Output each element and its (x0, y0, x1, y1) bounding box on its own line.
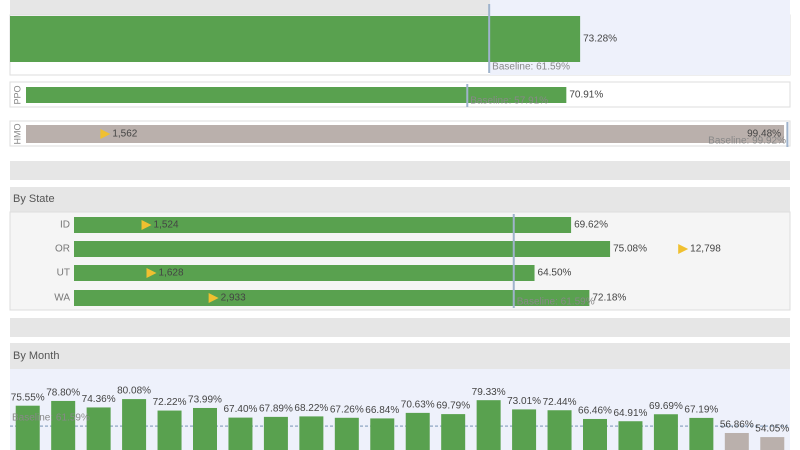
value-label: 68.22% (294, 403, 328, 414)
bar (26, 125, 785, 143)
count-marker (678, 244, 689, 254)
baseline-label: Baseline: 61.59% (517, 297, 595, 308)
bar (512, 409, 537, 450)
category-label: ID (60, 220, 70, 231)
value-label: 67.89% (259, 404, 293, 415)
section-title: By State (13, 193, 55, 205)
bar (724, 432, 749, 450)
value-label: 67.26% (330, 404, 364, 415)
value-label: 72.44% (543, 397, 577, 408)
value-label: 64.91% (613, 408, 647, 419)
section-title: By Month (13, 350, 59, 362)
value-label: 72.18% (592, 293, 626, 304)
count-label: 1,562 (112, 129, 137, 140)
bar (74, 265, 535, 281)
baseline-label: Baseline: 61.59% (492, 62, 570, 73)
panel-header (10, 343, 790, 369)
bar (74, 217, 572, 233)
value-label: 54.05% (755, 424, 789, 435)
bar (157, 410, 182, 450)
bar (263, 416, 288, 450)
value-label: 66.46% (578, 406, 612, 417)
baseline-label: Baseline: 61.59% (12, 413, 90, 424)
value-label: 70.91% (569, 90, 603, 101)
value-label: 73.01% (507, 396, 541, 407)
value-label: 69.62% (574, 220, 608, 231)
value-label: 78.80% (46, 388, 80, 399)
value-label: 64.50% (538, 268, 572, 279)
count-label: 1,628 (158, 268, 183, 279)
value-label: 69.69% (649, 401, 683, 412)
count-label: 12,798 (690, 244, 721, 255)
bar (26, 87, 567, 103)
bar (228, 417, 253, 450)
value-label: 99.48% (747, 129, 781, 140)
bar (653, 414, 678, 450)
bar (405, 412, 430, 450)
value-label: 73.28% (583, 34, 617, 45)
value-label: 75.08% (613, 244, 647, 255)
value-label: 66.84% (365, 405, 399, 416)
bar (618, 421, 643, 450)
bar (334, 417, 359, 450)
baseline-label: Baseline: 99.92% (708, 136, 786, 147)
count-marker (208, 293, 219, 303)
baseline-label: Baseline: 57.91% (470, 96, 548, 107)
bar (74, 290, 590, 306)
category-label: PPO (12, 85, 22, 104)
value-label: 72.22% (153, 397, 187, 408)
count-marker (146, 268, 157, 278)
count-label: 1,524 (154, 220, 179, 231)
value-label: 70.63% (401, 400, 435, 411)
category-label: OR (55, 244, 70, 255)
bar (583, 418, 607, 450)
value-label: 73.99% (188, 395, 222, 406)
panel-header (10, 187, 790, 212)
category-label: HMO (12, 124, 22, 145)
spacer (10, 318, 790, 337)
bar (689, 417, 714, 450)
category-label: UT (57, 268, 70, 279)
spacer (10, 161, 790, 180)
bar (476, 400, 501, 450)
bar (370, 418, 395, 450)
count-marker (141, 220, 152, 230)
count-label: 2,933 (221, 293, 246, 304)
bar (299, 416, 324, 450)
value-label: 67.40% (223, 404, 257, 415)
bar (86, 407, 111, 450)
value-label: 69.79% (436, 401, 470, 412)
bar (74, 241, 611, 257)
value-label: 75.55% (11, 392, 45, 403)
bar (547, 410, 572, 450)
bar (441, 414, 466, 450)
value-label: 79.33% (472, 387, 506, 398)
bar (51, 400, 76, 450)
value-label: 67.19% (684, 405, 718, 416)
bar (122, 399, 147, 450)
value-label: 56.86% (720, 420, 754, 431)
bar (10, 16, 581, 62)
count-marker (100, 129, 111, 139)
value-label: 80.08% (117, 386, 151, 397)
value-label: 74.36% (82, 394, 116, 405)
bar (760, 437, 785, 450)
bar (193, 407, 217, 450)
bar (15, 405, 40, 450)
category-label: WA (54, 293, 70, 304)
